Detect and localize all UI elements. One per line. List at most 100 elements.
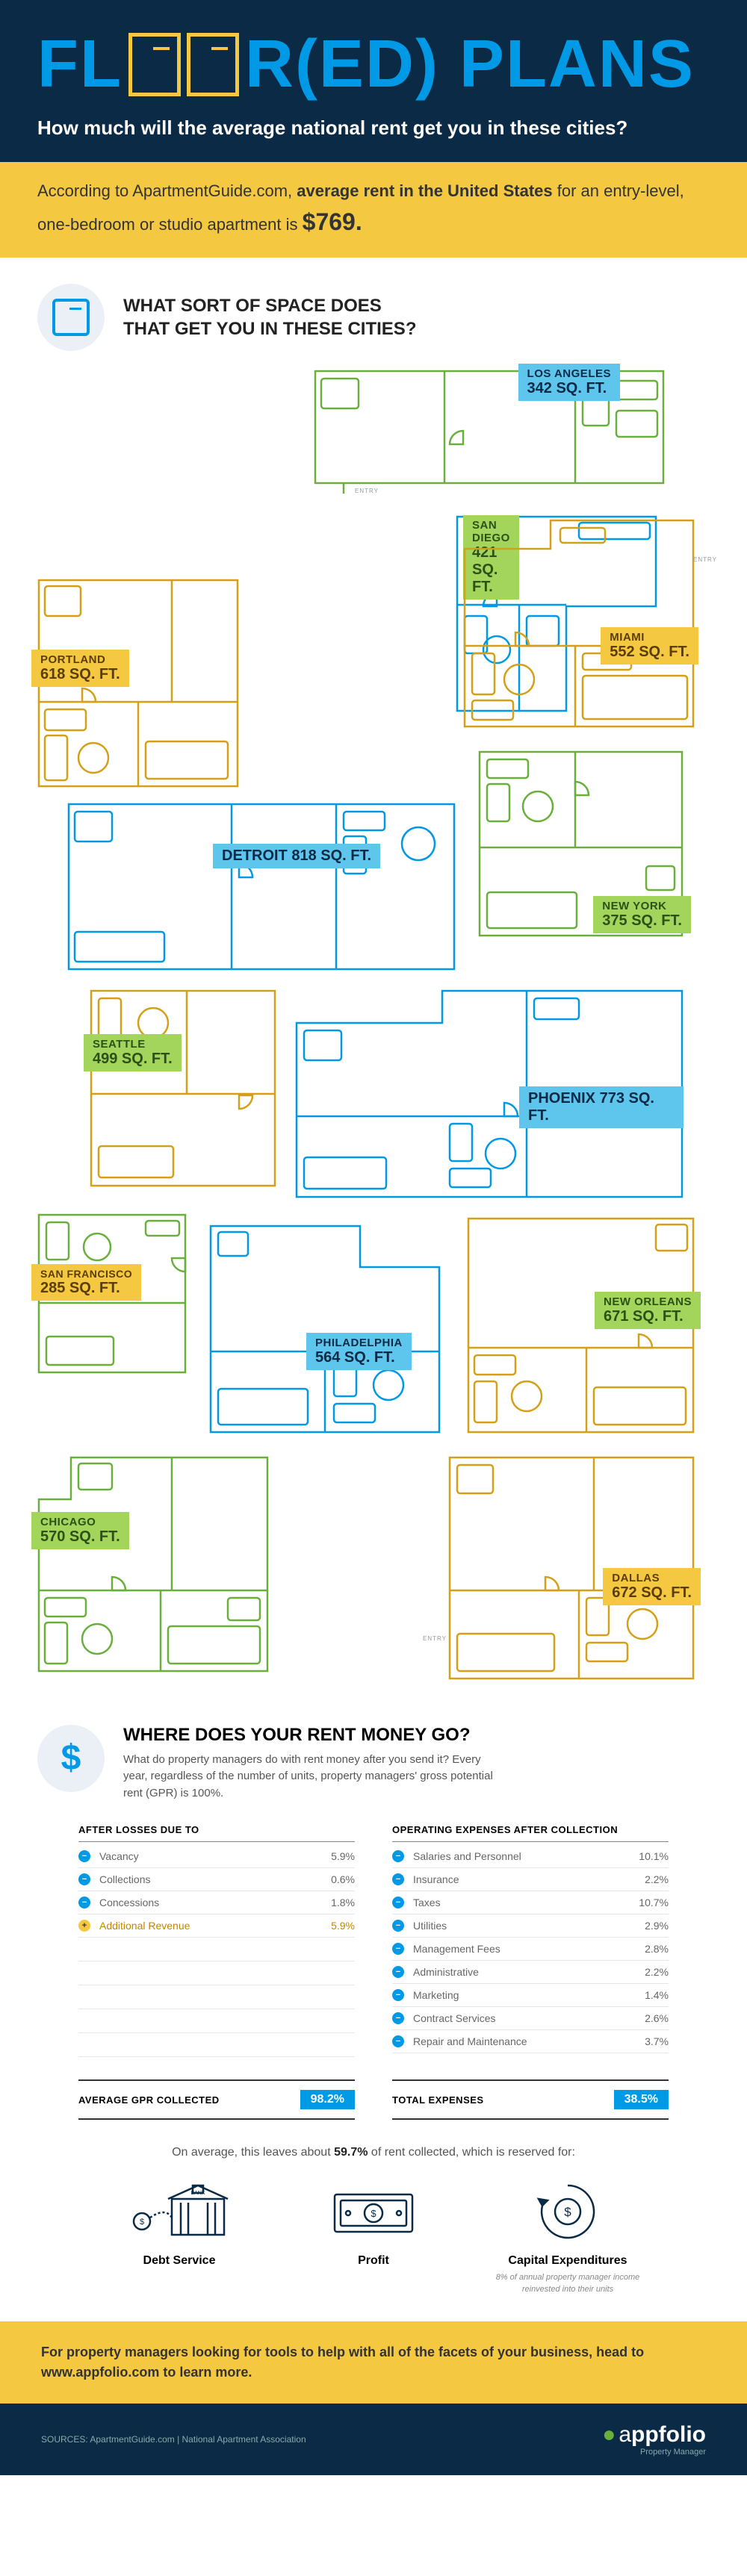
table-row: −Management Fees2.8% (392, 1938, 669, 1961)
plan-ny: NEW YORK 375 SQ. FT. (478, 750, 684, 937)
dollar-icon: $ (37, 1725, 105, 1792)
label-chi: CHICAGO 570 SQ. FT. (31, 1512, 129, 1549)
door-icon-2 (187, 33, 239, 96)
bank-icon: BANK $ (90, 2178, 269, 2245)
rent-desc: What do property managers do with rent m… (123, 1752, 497, 1802)
losses-title: AFTER LOSSES DUE TO (78, 1824, 355, 1842)
rent-heading: $ WHERE DOES YOUR RENT MONEY GO? What do… (37, 1725, 710, 1802)
plan-icon (37, 284, 105, 351)
minus-icon: − (392, 2012, 404, 2024)
title-pre: FL (37, 26, 123, 103)
svg-text:$: $ (564, 2205, 571, 2219)
plan-dal: DALLAS 672 SQ. FT. ENTRY (448, 1456, 695, 1680)
table-row: −Utilities2.9% (392, 1914, 669, 1938)
door-icon-1 (128, 33, 181, 96)
plans-canvas: LOS ANGELES 342 SQ. FT. ENTRY (37, 370, 710, 1691)
total-expenses: TOTAL EXPENSES 38.5% (392, 2079, 669, 2120)
header: FL R(ED) PLANS How much will the average… (0, 0, 747, 162)
subtitle: How much will the average national rent … (37, 116, 710, 140)
table-row: −Contract Services2.6% (392, 2007, 669, 2030)
cycle-icon: $ (478, 2178, 657, 2245)
minus-icon: − (392, 1850, 404, 1862)
label-dal: DALLAS 672 SQ. FT. (603, 1568, 701, 1605)
entry-tag: ENTRY (423, 1635, 447, 1642)
minus-icon: − (78, 1873, 90, 1885)
label-sf: SAN FRANCISCO 285 SQ. FT. (31, 1264, 141, 1301)
label-port: PORTLAND 618 SQ. FT. (31, 650, 129, 687)
totals: AVERAGE GPR COLLECTED 98.2% TOTAL EXPENS… (37, 2079, 710, 2120)
profit-item: $ Profit (284, 2178, 463, 2295)
expenses-table: OPERATING EXPENSES AFTER COLLECTION −Sal… (392, 1824, 669, 2057)
minus-icon: − (392, 1920, 404, 1932)
svg-text:$: $ (371, 2208, 376, 2219)
label-sea: SEATTLE 499 SQ. FT. (84, 1034, 182, 1071)
losses-table: AFTER LOSSES DUE TO −Vacancy5.9% −Collec… (78, 1824, 355, 2057)
plan-sea: SEATTLE 499 SQ. FT. (90, 989, 276, 1187)
table-row (78, 2009, 355, 2033)
plan-phx: PHOENIX 773 SQ. FT. (295, 989, 684, 1198)
plan-port: PORTLAND 618 SQ. FT. (37, 579, 239, 788)
table-row: +Additional Revenue5.9% (78, 1914, 355, 1938)
table-row (78, 1985, 355, 2009)
minus-icon: − (392, 1989, 404, 2001)
label-miami: MIAMI 552 SQ. FT. (601, 627, 698, 665)
table-row (78, 1961, 355, 1985)
plans-title: WHAT SORT OF SPACE DOES THAT GET YOU IN … (123, 294, 416, 340)
entry-tag: ENTRY (693, 556, 717, 563)
plans-heading: WHAT SORT OF SPACE DOES THAT GET YOU IN … (37, 284, 710, 351)
table-row: −Administrative2.2% (392, 1961, 669, 1984)
sources: SOURCES: ApartmentGuide.com | National A… (41, 2434, 306, 2445)
footer: SOURCES: ApartmentGuide.com | National A… (0, 2404, 747, 2475)
minus-icon: − (392, 2035, 404, 2047)
minus-icon: − (392, 1943, 404, 1955)
table-row: −Collections0.6% (78, 1868, 355, 1891)
capex-item: $ Capital Expenditures 8% of annual prop… (478, 2178, 657, 2295)
plan-la: LOS ANGELES 342 SQ. FT. ENTRY (314, 370, 665, 497)
svg-text:BANK: BANK (190, 2191, 205, 2196)
label-phx: PHOENIX 773 SQ. FT. (519, 1086, 684, 1128)
table-row (78, 1938, 355, 1961)
logo-sub: Property Manager (602, 2448, 706, 2457)
logo: appfolio (602, 2422, 706, 2448)
label-ny: NEW YORK 375 SQ. FT. (593, 896, 691, 933)
label-no: NEW ORLEANS 671 SQ. FT. (595, 1292, 701, 1329)
plans-section: WHAT SORT OF SPACE DOES THAT GET YOU IN … (0, 258, 747, 1717)
minus-icon: − (392, 1873, 404, 1885)
reserve-icons: BANK$ Debt Service $ Profit $ (37, 2178, 710, 2295)
minus-icon: − (78, 1850, 90, 1862)
plan-miami: MIAMI 552 SQ. FT. ENTRY (463, 519, 695, 728)
tables: AFTER LOSSES DUE TO −Vacancy5.9% −Collec… (37, 1824, 710, 2057)
table-row: −Salaries and Personnel10.1% (392, 1845, 669, 1868)
table-row: −Insurance2.2% (392, 1868, 669, 1891)
main-title: FL R(ED) PLANS (37, 26, 710, 103)
plan-chi: CHICAGO 570 SQ. FT. (37, 1456, 269, 1673)
plan-sf: SAN FRANCISCO 285 SQ. FT. (37, 1213, 187, 1374)
entry-tag: ENTRY (355, 488, 379, 494)
expenses-title: OPERATING EXPENSES AFTER COLLECTION (392, 1824, 669, 1842)
svg-text:$: $ (140, 2218, 144, 2227)
title-suffix: R(ED) PLANS (245, 26, 695, 103)
rent-title: WHERE DOES YOUR RENT MONEY GO? (123, 1725, 497, 1746)
table-row: −Vacancy5.9% (78, 1845, 355, 1868)
plan-no: NEW ORLEANS 671 SQ. FT. (467, 1217, 695, 1434)
minus-icon: − (78, 1897, 90, 1908)
plan-phl: PHILADELPHIA 564 SQ. FT. (209, 1225, 441, 1434)
table-row: −Marketing1.4% (392, 1984, 669, 2007)
table-row (78, 2033, 355, 2057)
intro-bar: According to ApartmentGuide.com, average… (0, 162, 747, 258)
plan-det: DETROIT 818 SQ. FT. (67, 803, 456, 971)
minus-icon: − (392, 1966, 404, 1978)
plus-icon: + (78, 1920, 90, 1932)
label-la: LOS ANGELES 342 SQ. FT. (518, 364, 620, 401)
total-gpr: AVERAGE GPR COLLECTED 98.2% (78, 2079, 355, 2120)
minus-icon: − (392, 1897, 404, 1908)
label-phl: PHILADELPHIA 564 SQ. FT. (306, 1333, 412, 1370)
table-row: −Concessions1.8% (78, 1891, 355, 1914)
table-row: −Repair and Maintenance3.7% (392, 2030, 669, 2053)
cta-bar: For property managers looking for tools … (0, 2321, 747, 2404)
debt-item: BANK$ Debt Service (90, 2178, 269, 2295)
label-det: DETROIT 818 SQ. FT. (213, 844, 380, 868)
summary: On average, this leaves about 59.7% of r… (37, 2146, 710, 2159)
rent-section: $ WHERE DOES YOUR RENT MONEY GO? What do… (0, 1717, 747, 2321)
cash-icon: $ (284, 2178, 463, 2245)
